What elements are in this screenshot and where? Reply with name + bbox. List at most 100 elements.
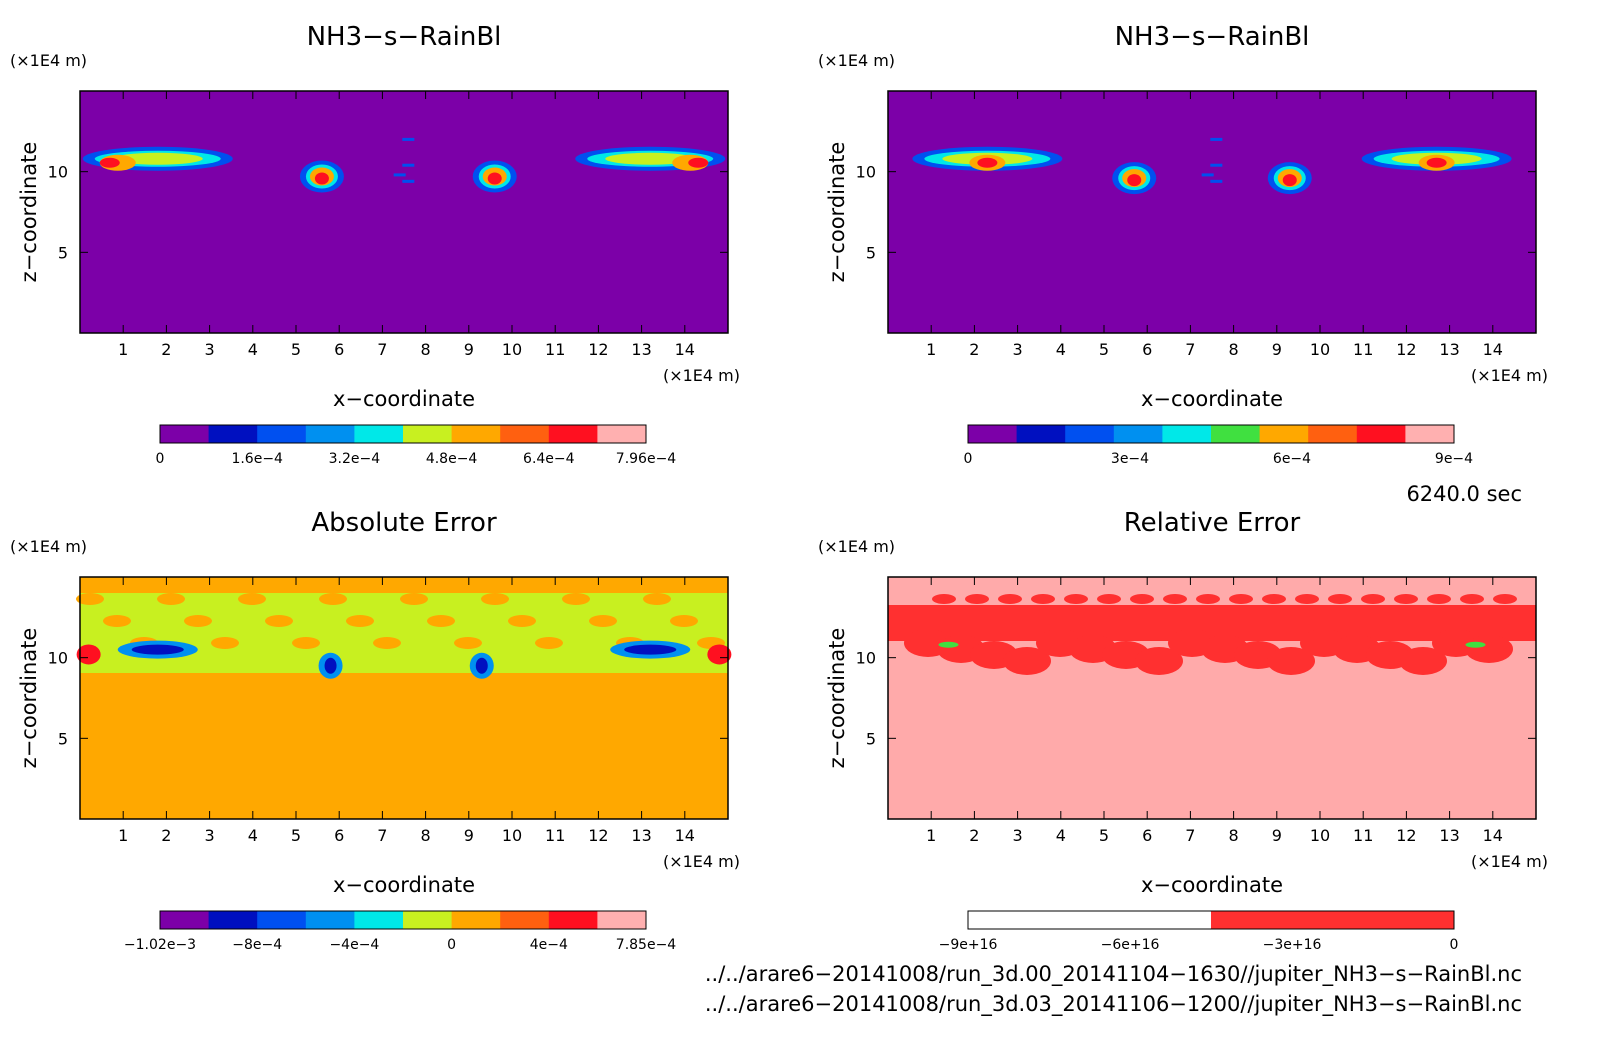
x-tick-label: 6 <box>334 826 344 845</box>
plot-frame <box>887 576 1537 820</box>
field-contour <box>1426 157 1447 168</box>
x-tick-label: 13 <box>631 340 651 359</box>
x-unit-label: (×1E4 m) <box>1471 852 1548 871</box>
field-patch <box>157 593 185 605</box>
x-tick-label: 1 <box>926 826 936 845</box>
colorbar-swatch <box>208 425 258 443</box>
field-patch <box>670 615 698 627</box>
colorbar-tick-label: 9e−4 <box>1435 451 1473 467</box>
colorbar-swatch <box>1016 425 1066 443</box>
field-contour <box>131 644 184 655</box>
x-tick-label: 11 <box>1353 340 1373 359</box>
x-tick-label: 2 <box>969 340 979 359</box>
field-patch <box>1361 594 1385 604</box>
colorbar-swatch <box>500 911 550 929</box>
colorbar-tick-label: 7.96e−4 <box>616 451 677 467</box>
chart-title: Absolute Error <box>311 508 497 538</box>
chart-title: NH3−s−RainBl <box>307 22 502 52</box>
colorbar: −1.02e−3 −8e−4 −4e−4 0 4e−4 7.85e−4 <box>124 910 676 953</box>
y-tick-label: 10 <box>856 649 876 668</box>
colorbar-swatch <box>1308 425 1358 443</box>
field-patch <box>1465 635 1513 663</box>
x-tick-label: 9 <box>1272 826 1282 845</box>
plot-frame <box>887 90 1537 334</box>
colorbar-tick-label: −4e−4 <box>329 937 379 953</box>
field-patch <box>1097 594 1121 604</box>
field-speckle <box>402 179 415 183</box>
x-tick-label: 11 <box>545 340 565 359</box>
x-tick-label: 6 <box>1142 826 1152 845</box>
x-tick-label: 2 <box>161 826 171 845</box>
field-contour <box>688 157 709 168</box>
field-patch <box>643 593 671 605</box>
field-patch <box>481 593 509 605</box>
time-label: 6240.0 sec <box>1406 482 1522 506</box>
chart-title: NH3−s−RainBl <box>1115 22 1310 52</box>
colorbar-swatch <box>354 911 404 929</box>
field-patch <box>76 593 104 605</box>
colorbar-tick-label: −8e−4 <box>232 937 282 953</box>
colorbar: 0 1.6e−4 3.2e−4 4.8e−4 6.4e−4 7.96e−4 <box>156 424 677 467</box>
y-axis-label: z−coordinate <box>17 142 41 283</box>
colorbar-tick-label: 6.4e−4 <box>523 451 575 467</box>
x-tick-label: 14 <box>1483 340 1503 359</box>
y-tick-label: 5 <box>866 729 876 748</box>
x-unit-label: (×1E4 m) <box>1471 366 1548 385</box>
x-tick-label: 10 <box>502 340 522 359</box>
field-patch <box>1130 594 1154 604</box>
x-tick-label: 14 <box>675 826 695 845</box>
y-tick-label: 5 <box>866 243 876 262</box>
x-tick-label: 13 <box>1439 340 1459 359</box>
field-patch <box>1031 594 1055 604</box>
y-unit-label: (×1E4 m) <box>818 51 895 70</box>
x-tick-label: 8 <box>421 826 431 845</box>
field-patch <box>1399 647 1447 675</box>
colorbar-swatch <box>500 425 550 443</box>
colorbar-swatch <box>1356 425 1406 443</box>
y-tick-label: 10 <box>856 163 876 182</box>
x-tick-label: 4 <box>1056 340 1066 359</box>
colorbar-tick-label: 6e−4 <box>1273 451 1311 467</box>
plot-area <box>80 91 728 333</box>
colorbar-tick-label: 4e−4 <box>530 937 568 953</box>
x-tick-label: 11 <box>1353 826 1373 845</box>
x-tick-label: 1 <box>926 340 936 359</box>
x-tick-label: 5 <box>1099 826 1109 845</box>
field-speckle <box>1210 179 1223 183</box>
x-tick-label: 12 <box>1396 826 1416 845</box>
x-tick-label: 12 <box>588 826 608 845</box>
field-patch <box>1003 647 1051 675</box>
y-unit-label: (×1E4 m) <box>818 537 895 556</box>
field-speckle <box>402 163 415 167</box>
y-axis-label: z−coordinate <box>17 628 41 769</box>
field-patch <box>346 615 374 627</box>
x-tick-label: 9 <box>1272 340 1282 359</box>
field-patch <box>292 637 320 649</box>
footer-path-1: ../../arare6−20141008/run_3d.00_20141104… <box>704 962 1522 986</box>
field-patch <box>184 615 212 627</box>
colorbar-tick-label: −3e+16 <box>1263 937 1322 953</box>
y-tick-label: 10 <box>48 649 68 668</box>
colorbar-swatch <box>451 425 501 443</box>
field-patch <box>1328 594 1352 604</box>
field-contour <box>99 157 120 168</box>
field-patch <box>373 637 401 649</box>
field-speckle <box>1201 173 1214 177</box>
x-tick-label: 9 <box>464 340 474 359</box>
field-patch <box>562 593 590 605</box>
x-tick-label: 7 <box>1185 340 1195 359</box>
colorbar-swatch <box>968 911 1212 929</box>
y-tick-label: 10 <box>48 163 68 182</box>
x-tick-label: 1 <box>118 340 128 359</box>
colorbar: −9e+16 −6e+16 −3e+16 0 <box>939 910 1459 953</box>
colorbar-swatch <box>1065 425 1115 443</box>
field-contour <box>624 644 677 655</box>
colorbar-tick-label: 3e−4 <box>1111 451 1149 467</box>
field-patch <box>265 615 293 627</box>
x-tick-label: 10 <box>502 826 522 845</box>
x-axis-label: x−coordinate <box>333 387 475 411</box>
field-patch <box>103 615 131 627</box>
colorbar-tick-label: 0 <box>1450 937 1459 953</box>
x-tick-label: 6 <box>334 340 344 359</box>
x-axis-label: x−coordinate <box>1141 873 1283 897</box>
